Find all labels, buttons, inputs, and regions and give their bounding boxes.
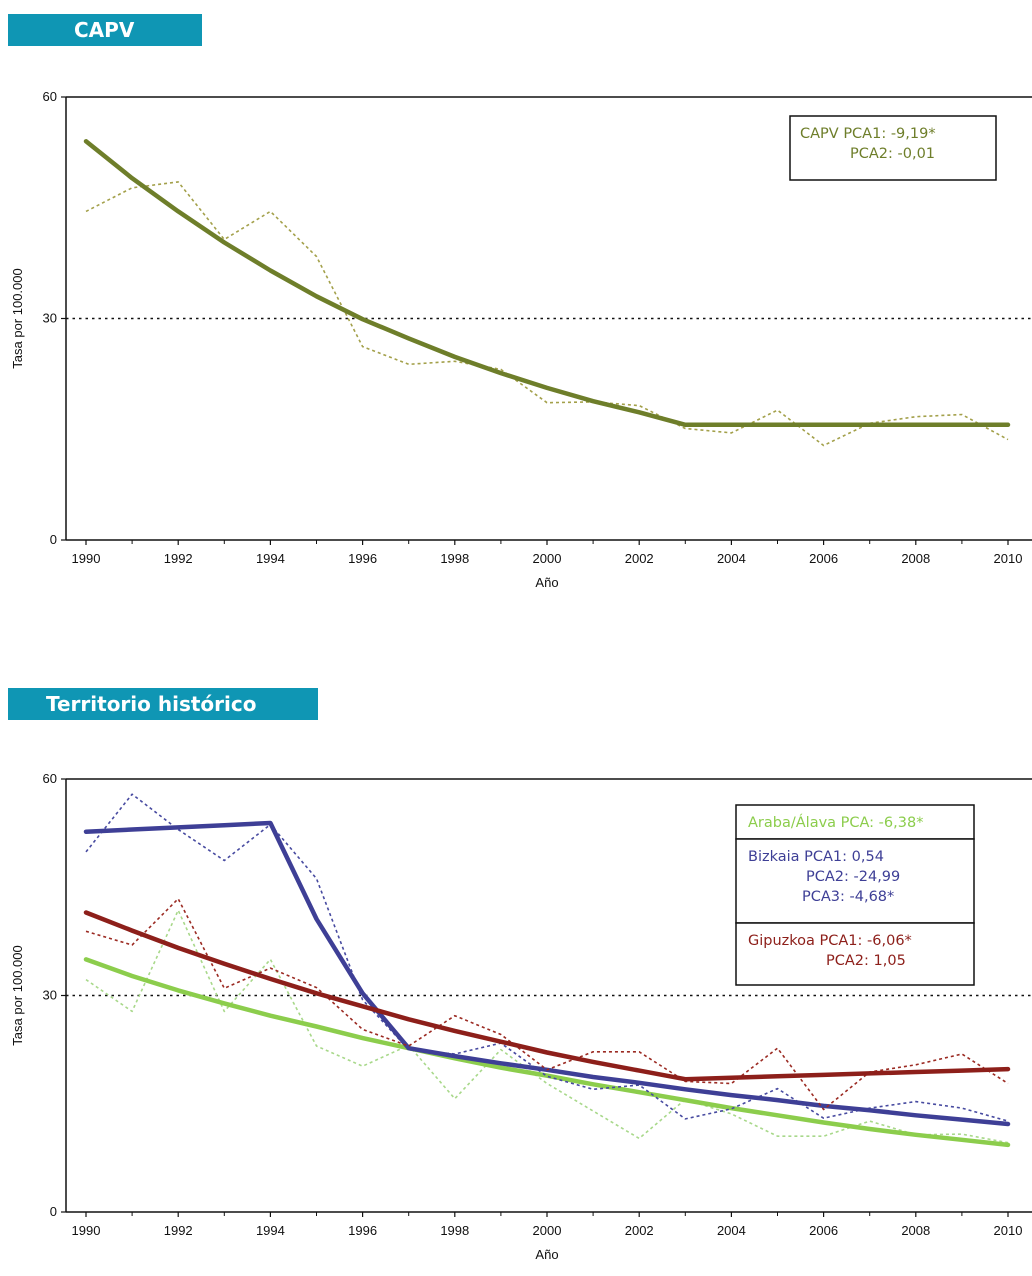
trend-series-line-1 <box>83 139 1011 428</box>
legend-text: Araba/Álava PCA: -6,38* <box>748 814 923 831</box>
y-tick-label: 30 <box>43 311 57 326</box>
x-tick-label: 1990 <box>72 551 101 566</box>
x-tick-label: 2002 <box>625 551 654 566</box>
legend-text: Bizkaia PCA1: 0,54 <box>748 849 884 865</box>
y-tick-label: 0 <box>50 1204 57 1219</box>
legend-box-1 <box>735 838 975 924</box>
x-tick-label: 2006 <box>809 551 838 566</box>
x-tick-label: 2002 <box>625 1223 654 1238</box>
x-tick-label: 1996 <box>348 1223 377 1238</box>
y-axis-label: Tasa por 100.000 <box>10 268 25 368</box>
x-tick-label: 2000 <box>533 1223 562 1238</box>
x-axis-label: Año <box>535 575 558 590</box>
y-axis-label: Tasa por 100.000 <box>10 945 25 1045</box>
y-tick-label: 60 <box>43 771 57 786</box>
x-tick-label: 2008 <box>901 1223 930 1238</box>
legend-box-2 <box>735 922 975 986</box>
legend-text: Gipuzkoa PCA1: -6,06* <box>748 933 912 949</box>
legend-text: CAPV PCA1: -9,19* <box>800 126 936 142</box>
section-header-territorio: Territorio histórico <box>8 688 318 720</box>
x-tick-label: 2000 <box>533 551 562 566</box>
territorio-line-chart: 0 30 60 1990 1992 1994 1996 1998 2000 2002 2004 200… <box>10 771 1032 1262</box>
x-tick-label: 1998 <box>440 1223 469 1238</box>
x-tick-label: 2004 <box>717 551 746 566</box>
y-tick-label: 60 <box>43 89 57 104</box>
x-tick-label: 2010 <box>994 551 1023 566</box>
section-header-capv: CAPV <box>8 14 202 46</box>
x-tick-label: 1990 <box>72 1223 101 1238</box>
x-tick-label: 1996 <box>348 551 377 566</box>
x-tick-label: 1992 <box>164 1223 193 1238</box>
x-tick-label: 2010 <box>994 1223 1023 1238</box>
legend-text: PCA2: -0,01 <box>850 146 935 162</box>
y-tick-label: 30 <box>43 988 57 1003</box>
x-tick-label: 1998 <box>440 551 469 566</box>
x-tick-label: 2006 <box>809 1223 838 1238</box>
observed-series-line-0 <box>85 181 1009 447</box>
trend-series-line-1 <box>83 957 1011 1148</box>
observed-series-line-4 <box>85 898 1009 1111</box>
capv-line-chart: 0 30 60 1990 1992 1994 1996 1998 2000 2002 2004 200… <box>10 89 1032 590</box>
legend-box-0 <box>789 115 997 181</box>
legend-text: PCA2: 1,05 <box>826 953 906 969</box>
x-tick-label: 1992 <box>164 551 193 566</box>
x-tick-label: 2004 <box>717 1223 746 1238</box>
x-tick-label: 1994 <box>256 551 285 566</box>
observed-series-line-2 <box>85 793 1009 1122</box>
x-axis-label: Año <box>535 1247 558 1262</box>
legend-box-0 <box>735 804 975 840</box>
x-tick-label: 1994 <box>256 1223 285 1238</box>
y-tick-label: 0 <box>50 532 57 547</box>
legend-text: PCA2: -24,99 <box>806 869 900 885</box>
trend-series-line-5 <box>83 910 1011 1082</box>
legend-text: PCA3: -4,68* <box>802 889 894 905</box>
x-tick-label: 2008 <box>901 551 930 566</box>
